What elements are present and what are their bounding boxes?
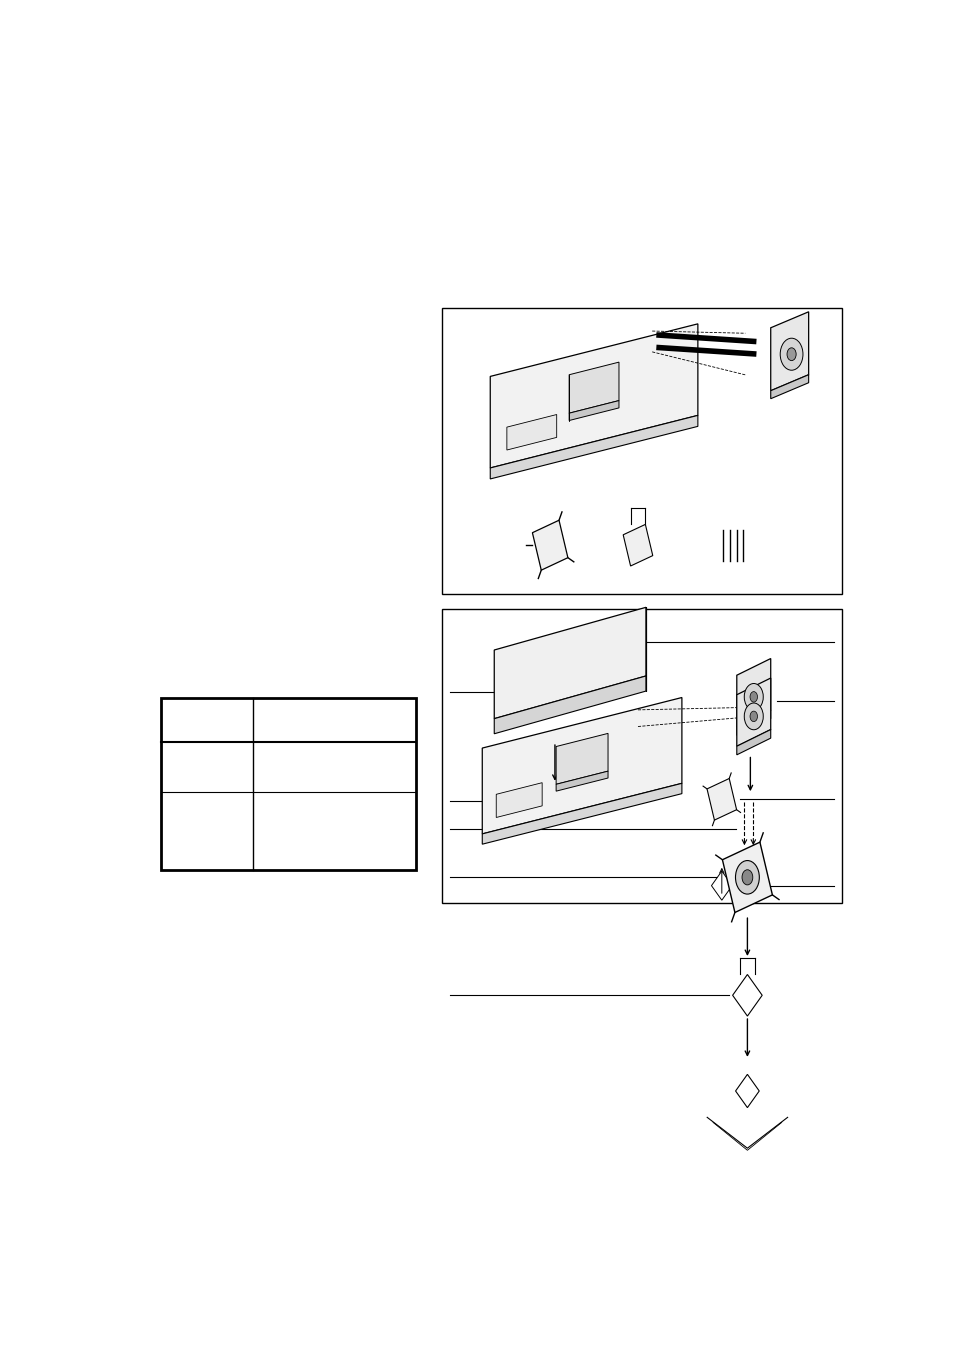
Bar xyxy=(442,609,841,902)
Polygon shape xyxy=(482,697,681,834)
Polygon shape xyxy=(736,711,770,735)
Polygon shape xyxy=(732,974,761,1016)
Polygon shape xyxy=(631,536,644,554)
Polygon shape xyxy=(482,784,681,844)
Circle shape xyxy=(741,870,752,885)
Polygon shape xyxy=(770,374,808,399)
Polygon shape xyxy=(569,401,618,420)
Circle shape xyxy=(786,347,796,361)
Polygon shape xyxy=(496,782,541,817)
Polygon shape xyxy=(622,524,652,566)
Polygon shape xyxy=(490,415,698,480)
Polygon shape xyxy=(736,658,770,727)
Circle shape xyxy=(780,338,802,370)
Bar xyxy=(442,308,841,594)
Polygon shape xyxy=(506,415,557,450)
Polygon shape xyxy=(721,842,772,912)
Polygon shape xyxy=(706,778,736,820)
Polygon shape xyxy=(736,678,770,746)
Circle shape xyxy=(735,861,759,894)
Bar xyxy=(161,698,416,870)
Polygon shape xyxy=(736,730,770,755)
Polygon shape xyxy=(556,734,607,785)
Polygon shape xyxy=(532,520,567,570)
Polygon shape xyxy=(490,324,698,467)
Circle shape xyxy=(749,692,757,703)
Polygon shape xyxy=(494,608,645,719)
Polygon shape xyxy=(711,871,731,900)
Circle shape xyxy=(749,711,757,721)
Polygon shape xyxy=(494,676,645,734)
Polygon shape xyxy=(770,312,808,390)
Circle shape xyxy=(743,684,762,711)
Polygon shape xyxy=(715,790,728,809)
Polygon shape xyxy=(556,771,607,792)
Polygon shape xyxy=(569,362,618,413)
Polygon shape xyxy=(735,1074,759,1108)
Polygon shape xyxy=(540,532,558,558)
Circle shape xyxy=(743,703,762,730)
